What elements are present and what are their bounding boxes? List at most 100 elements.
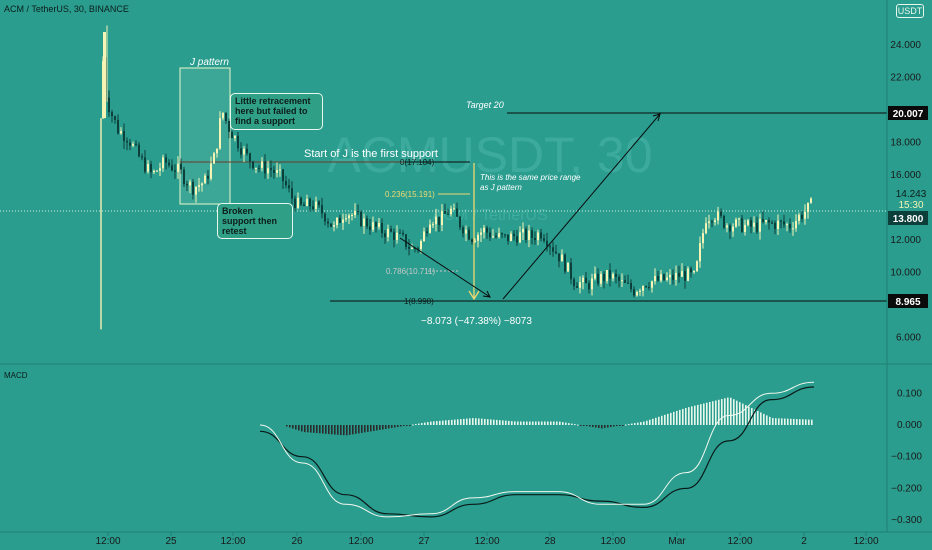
candle-body bbox=[777, 220, 779, 230]
candle-body bbox=[339, 217, 341, 223]
macd-hist-bar bbox=[490, 419, 492, 425]
candle-body bbox=[162, 157, 164, 169]
candle-body bbox=[462, 227, 464, 234]
candle-body bbox=[285, 181, 287, 186]
candle-body bbox=[663, 274, 665, 281]
macd-axis[interactable]: 0.100 0.000 −0.100 −0.200 −0.300 bbox=[891, 388, 922, 526]
macd-hist-bar bbox=[568, 423, 570, 425]
macd-hist-bar bbox=[397, 425, 399, 427]
macd-hist-bar bbox=[376, 425, 378, 431]
candle-body bbox=[222, 112, 224, 119]
candle-body bbox=[555, 251, 557, 254]
time-tick-label: 12:00 bbox=[727, 536, 752, 547]
candle-body bbox=[369, 226, 371, 230]
candle-body bbox=[291, 188, 293, 199]
candle-body bbox=[315, 201, 317, 209]
start-of-j-label: Start of J is the first support bbox=[304, 148, 438, 160]
candle-body bbox=[147, 163, 149, 172]
candle-body bbox=[441, 210, 443, 226]
macd-label[interactable]: MACD bbox=[4, 371, 28, 380]
macd-hist-bar bbox=[655, 417, 657, 425]
macd-hist-bar bbox=[679, 409, 681, 425]
candle-body bbox=[186, 184, 188, 186]
macd-hist-bar bbox=[811, 419, 813, 425]
macd-hist-bar bbox=[403, 425, 405, 427]
candle-body bbox=[582, 277, 584, 283]
candle-body bbox=[651, 281, 653, 288]
candle-body bbox=[450, 208, 452, 215]
candle-body bbox=[150, 163, 152, 173]
fib-1-label: 1(8.998) bbox=[404, 297, 434, 306]
candle-body bbox=[456, 208, 458, 217]
macd-hist-bar bbox=[715, 400, 717, 425]
macd-hist-bar bbox=[580, 425, 582, 426]
candle-body bbox=[384, 233, 386, 238]
target-label: Target 20 bbox=[466, 100, 504, 110]
macd-hist-bar bbox=[442, 420, 444, 425]
time-tick-label: 12:00 bbox=[95, 536, 120, 547]
measure-label: −8.073 (−47.38%) −8073 bbox=[421, 316, 532, 327]
currency-badge[interactable]: USDT bbox=[896, 4, 924, 18]
candle-body bbox=[312, 206, 314, 209]
candle-body bbox=[264, 161, 266, 174]
macd-hist-bar bbox=[772, 418, 774, 425]
candle-body bbox=[318, 201, 320, 206]
macd-hist-bar bbox=[457, 419, 459, 425]
candle-body bbox=[426, 231, 428, 233]
macd-line bbox=[259, 381, 815, 518]
candle-body bbox=[498, 233, 500, 237]
macd-histogram bbox=[286, 397, 813, 436]
candle-body bbox=[273, 169, 275, 173]
macd-hist-bar bbox=[733, 399, 735, 425]
candle-body bbox=[738, 218, 740, 220]
candle-body bbox=[276, 169, 278, 173]
macd-hist-bar bbox=[799, 419, 801, 425]
projection-arrowhead bbox=[652, 113, 661, 122]
macd-hist-bar bbox=[424, 422, 426, 425]
macd-hist-bar bbox=[451, 419, 453, 425]
macd-hist-bar bbox=[292, 425, 294, 429]
macd-hist-bar bbox=[571, 423, 573, 425]
candle-body bbox=[216, 148, 218, 154]
macd-hist-bar bbox=[796, 419, 798, 425]
macd-hist-bar bbox=[343, 425, 345, 436]
candle-body bbox=[267, 168, 269, 174]
macd-hist-bar bbox=[565, 422, 567, 425]
time-tick-label: 27 bbox=[418, 536, 430, 547]
candle-body bbox=[753, 222, 755, 227]
price-tick-label: 12.000 bbox=[890, 235, 921, 246]
candle-body bbox=[396, 232, 398, 240]
macd-hist-bar bbox=[694, 405, 696, 425]
candle-body bbox=[750, 220, 752, 227]
candle-body bbox=[294, 198, 296, 208]
macd-hist-bar bbox=[385, 425, 387, 429]
candle-body bbox=[258, 167, 260, 169]
macd-hist-bar bbox=[454, 419, 456, 425]
macd-hist-bar bbox=[613, 425, 615, 427]
macd-hist-bar bbox=[325, 425, 327, 434]
time-tick-label: 28 bbox=[544, 536, 556, 547]
candle-body bbox=[624, 280, 626, 283]
macd-hist-bar bbox=[526, 421, 528, 425]
fib-786-label: 0.786(10.711) bbox=[386, 267, 436, 276]
macd-hist-bar bbox=[664, 414, 666, 425]
macd-tick-label: 0.100 bbox=[897, 388, 922, 399]
candle-body bbox=[435, 216, 437, 225]
macd-hist-bar bbox=[307, 425, 309, 433]
time-tick-label: 2 bbox=[801, 536, 807, 547]
candle-body bbox=[606, 269, 608, 282]
candle-body bbox=[780, 220, 782, 222]
candle-body bbox=[672, 274, 674, 280]
macd-hist-bar bbox=[658, 416, 660, 425]
candle-body bbox=[333, 225, 335, 227]
candle-body bbox=[231, 131, 233, 139]
symbol-header[interactable]: ACM / TetherUS, 30, BINANCE bbox=[4, 4, 129, 14]
candle-body bbox=[633, 289, 635, 296]
decline-arrowhead bbox=[482, 290, 491, 298]
candle-body bbox=[360, 211, 362, 227]
candle-body bbox=[588, 283, 590, 290]
macd-hist-bar bbox=[601, 425, 603, 429]
time-tick-label: 26 bbox=[291, 536, 303, 547]
time-axis[interactable]: 12:00 25 12:00 26 12:00 27 12:00 28 12:00 Mar 12:0… bbox=[95, 532, 879, 547]
